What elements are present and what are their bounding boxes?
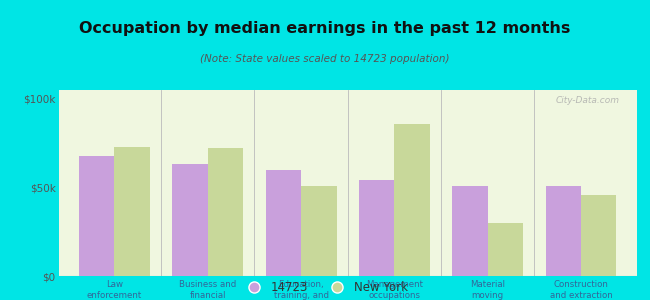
- Bar: [452, 186, 488, 276]
- Text: Occupation by median earnings in the past 12 months: Occupation by median earnings in the pas…: [79, 21, 571, 36]
- Bar: [114, 147, 150, 276]
- Legend: 14723, New York: 14723, New York: [242, 281, 408, 294]
- Text: (Note: State values scaled to 14723 population): (Note: State values scaled to 14723 popu…: [200, 54, 450, 64]
- Bar: [395, 124, 430, 276]
- Bar: [301, 186, 337, 276]
- Text: City-Data.com: City-Data.com: [556, 96, 619, 105]
- Bar: [581, 194, 616, 276]
- Bar: [359, 180, 395, 276]
- Bar: [488, 223, 523, 276]
- Bar: [266, 170, 301, 276]
- Bar: [172, 164, 208, 276]
- Bar: [208, 148, 243, 276]
- Bar: [545, 186, 581, 276]
- Bar: [79, 155, 114, 276]
